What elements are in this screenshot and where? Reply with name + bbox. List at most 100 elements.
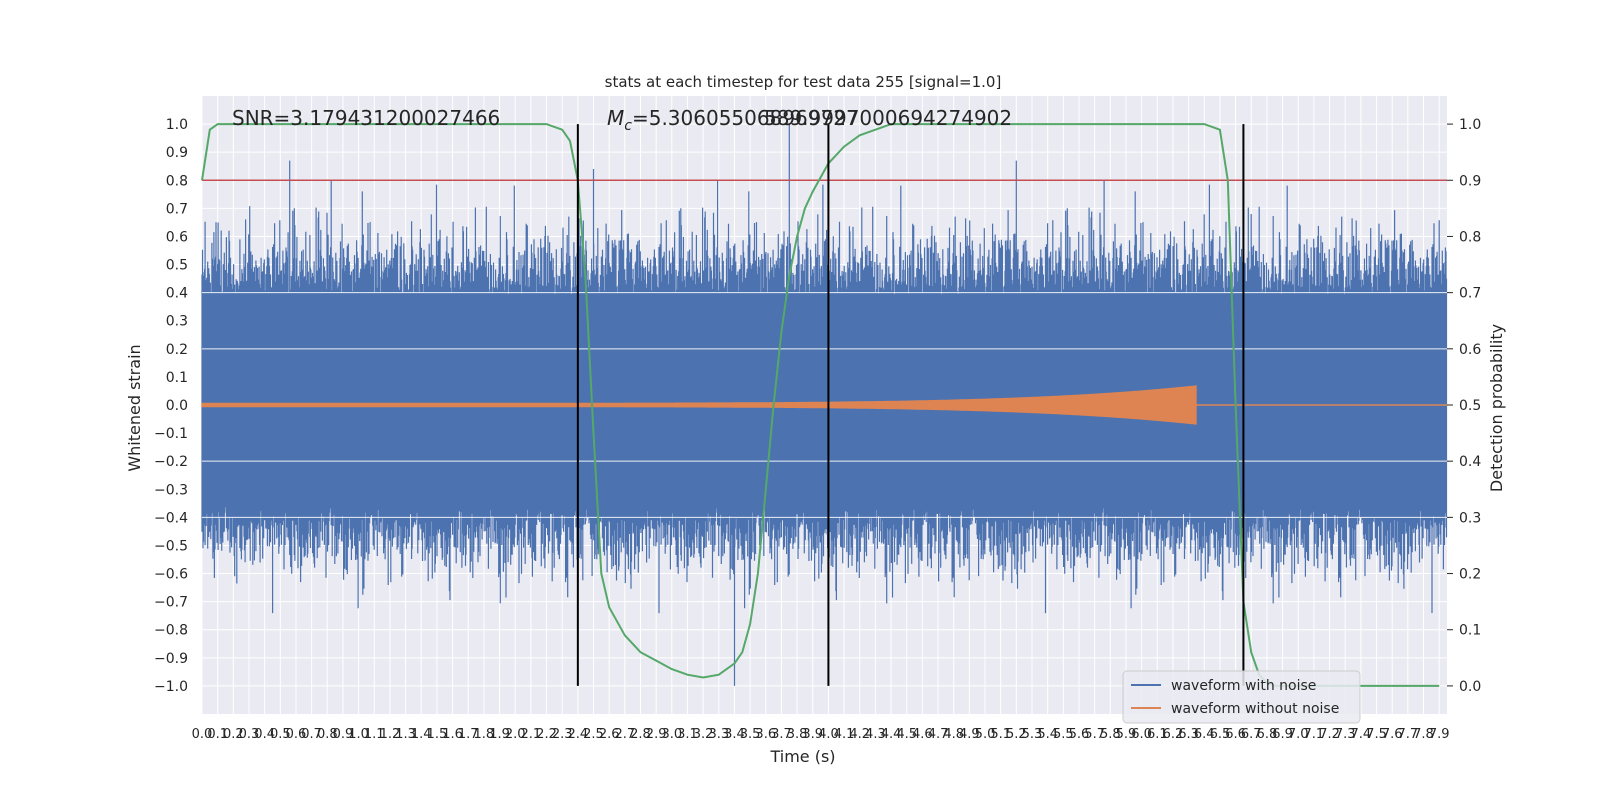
x-tick-label: 4.2 <box>849 727 870 742</box>
y-left-tick-label: 0.2 <box>166 342 188 358</box>
x-tick-label: 1.7 <box>458 727 479 742</box>
x-tick-label: 4.7 <box>928 727 949 742</box>
x-tick-label: 3.9 <box>802 727 823 742</box>
x-tick-label: 0.9 <box>333 727 354 742</box>
y-axis-left-ticks: −1.0 −0.9 −0.8 −0.7 −0.6 −0.5 −0.4 −0.3 −0.2 −0.1… <box>154 117 188 695</box>
x-tick-label: 3.7 <box>771 727 792 742</box>
x-tick-label: 5.1 <box>990 727 1011 742</box>
y-right-tick-label: 1.0 <box>1459 117 1481 133</box>
x-tick-label: 2.0 <box>505 727 526 742</box>
x-tick-label: 6.2 <box>1163 727 1184 742</box>
y-left-tick-label: −0.1 <box>154 426 188 442</box>
y-left-tick-label: −1.0 <box>154 679 188 695</box>
x-tick-label: 3.2 <box>693 727 714 742</box>
y-left-tick-label: −0.3 <box>154 482 188 498</box>
x-tick-label: 0.8 <box>317 727 338 742</box>
x-tick-label: 7.2 <box>1319 727 1340 742</box>
x-tick-label: 4.9 <box>959 727 980 742</box>
x-tick-label: 1.3 <box>395 727 416 742</box>
x-tick-label: 1.6 <box>442 727 463 742</box>
y-right-tick-label: 0.0 <box>1459 679 1481 695</box>
y-right-tick-label: 0.2 <box>1459 567 1481 583</box>
x-tick-label: 0.3 <box>239 727 260 742</box>
x-tick-label: 6.0 <box>1131 727 1152 742</box>
x-tick-label: 3.3 <box>708 727 729 742</box>
x-tick-label: 4.3 <box>865 727 886 742</box>
x-tick-label: 5.3 <box>1022 727 1043 742</box>
x-tick-label: 4.4 <box>881 727 902 742</box>
legend-box <box>1122 670 1361 724</box>
x-tick-label: 7.7 <box>1398 727 1419 742</box>
x-tick-label: 2.4 <box>568 727 589 742</box>
y-left-tick-label: −0.4 <box>154 510 188 526</box>
x-tick-label: 5.4 <box>1037 727 1058 742</box>
legend-label: waveform without noise <box>1171 701 1339 717</box>
x-tick-label: 1.2 <box>380 727 401 742</box>
x-tick-label: 7.4 <box>1351 727 1372 742</box>
mc-value: =5.306055068969727 <box>632 106 859 130</box>
mc-subscript: c <box>624 118 632 134</box>
x-tick-label: 2.2 <box>536 727 557 742</box>
x-tick-label: 2.8 <box>630 727 651 742</box>
x-tick-label: 6.4 <box>1194 727 1215 742</box>
x-axis-ticks: 0.00.10.20.30.40.50.60.70.80.91.01.11.21… <box>192 727 1450 742</box>
x-tick-label: 1.1 <box>364 727 385 742</box>
x-tick-label: 2.3 <box>552 727 573 742</box>
x-tick-label: 5.2 <box>1006 727 1027 742</box>
x-tick-label: 3.4 <box>724 727 745 742</box>
y-left-tick-label: 0.9 <box>166 145 188 161</box>
x-tick-label: 5.7 <box>1084 727 1105 742</box>
x-tick-label: 0.1 <box>207 727 228 742</box>
x-tick-label: 1.4 <box>411 727 432 742</box>
y-left-tick-label: 0.6 <box>166 229 188 245</box>
snr-annotation: SNR=3.179431200027466 <box>232 106 500 130</box>
x-tick-label: 0.2 <box>223 727 244 742</box>
x-tick-label: 4.8 <box>943 727 964 742</box>
x-tick-label: 6.5 <box>1210 727 1231 742</box>
x-tick-label: 3.0 <box>661 727 682 742</box>
x-tick-label: 4.5 <box>896 727 917 742</box>
y-left-tick-label: 0.5 <box>166 258 188 274</box>
x-tick-label: 1.9 <box>489 727 510 742</box>
y-left-tick-label: 0.0 <box>166 398 188 414</box>
x-tick-label: 2.6 <box>599 727 620 742</box>
x-tick-label: 6.7 <box>1241 727 1262 742</box>
x-tick-label: 7.0 <box>1288 727 1309 742</box>
x-tick-label: 0.0 <box>192 727 213 742</box>
x-tick-label: 3.1 <box>677 727 698 742</box>
x-tick-label: 5.6 <box>1069 727 1090 742</box>
probability-line <box>201 123 1440 687</box>
y-left-tick-label: 0.7 <box>166 201 188 217</box>
x-tick-label: 3.6 <box>755 727 776 742</box>
x-tick-label: 7.1 <box>1304 727 1325 742</box>
y-left-tick-label: −0.8 <box>154 623 188 639</box>
x-tick-label: 0.6 <box>286 727 307 742</box>
x-tick-label: 2.9 <box>646 727 667 742</box>
y-left-tick-label: −0.5 <box>154 538 188 554</box>
x-tick-label: 5.5 <box>1053 727 1074 742</box>
x-tick-label: 2.5 <box>583 727 604 742</box>
y-axis-right-label: Detection probability <box>1487 324 1506 492</box>
marker-lines <box>576 124 1245 686</box>
mc-symbol: M <box>607 106 624 130</box>
y-left-tick-label: 0.3 <box>166 314 188 330</box>
x-tick-label: 6.9 <box>1272 727 1293 742</box>
x-tick-label: 6.3 <box>1178 727 1199 742</box>
mc-annotation: Mc=5.306055068969727 <box>607 106 859 134</box>
legend: waveform with noise waveform without nois… <box>1122 670 1361 724</box>
y-left-tick-label: 1.0 <box>166 117 188 133</box>
y-right-tick-label: 0.8 <box>1459 229 1481 245</box>
y-right-tick-label: 0.1 <box>1459 623 1481 639</box>
x-tick-label: 1.5 <box>427 727 448 742</box>
x-tick-label: 6.8 <box>1257 727 1278 742</box>
y-right-tick-label: 0.7 <box>1459 286 1481 302</box>
y-left-tick-label: 0.8 <box>166 173 188 189</box>
x-tick-label: 4.1 <box>834 727 855 742</box>
x-tick-label: 2.7 <box>614 727 635 742</box>
y-left-tick-label: 0.4 <box>166 286 188 302</box>
x-tick-label: 5.8 <box>1100 727 1121 742</box>
x-tick-label: 3.5 <box>740 727 761 742</box>
y-left-tick-label: −0.6 <box>154 567 188 583</box>
y-right-tick-label: 0.5 <box>1459 398 1481 414</box>
